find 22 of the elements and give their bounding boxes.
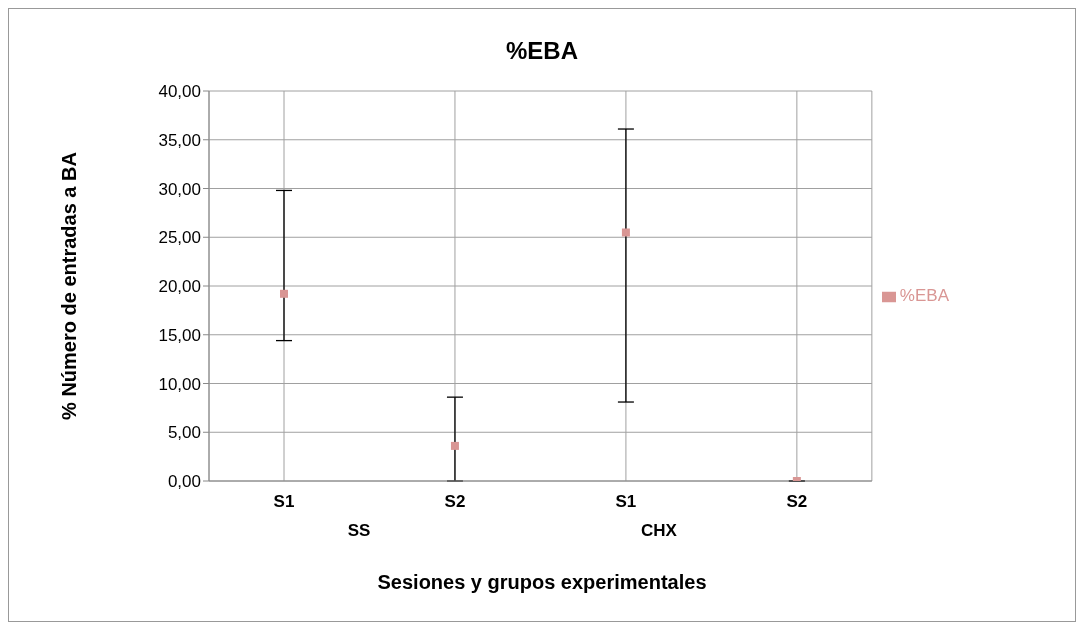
chart-title: %EBA: [505, 37, 579, 66]
x-tick-label: S2: [444, 492, 466, 512]
text: CHX: [640, 521, 678, 541]
point: [280, 289, 288, 298]
y-tick-label: 40,00: [158, 82, 201, 102]
y-tick-label: 10,00: [158, 374, 201, 394]
y-tick-label: 5,00: [167, 423, 201, 443]
x-tick-label: S2: [786, 492, 808, 512]
legend-label: %EBA: [899, 286, 949, 305]
point: [621, 228, 630, 237]
y-tick-label: 20,00: [158, 277, 201, 297]
y-tick-label: 0,00: [167, 472, 201, 492]
y-tick-label: 15,00: [158, 325, 201, 345]
y-tick-label: 30,00: [158, 179, 201, 199]
y-tick-label: 25,00: [158, 228, 201, 248]
x-tick-label: S1: [615, 492, 637, 512]
y-axis-title: % Número de entradas a BA: [58, 152, 81, 420]
x-axis-title: Sesiones y grupos experimentales: [376, 571, 708, 594]
x-tick-label: S1: [273, 492, 295, 512]
text: SS: [346, 521, 372, 541]
y-tick-label: 35,00: [158, 130, 201, 150]
point: [450, 441, 459, 450]
